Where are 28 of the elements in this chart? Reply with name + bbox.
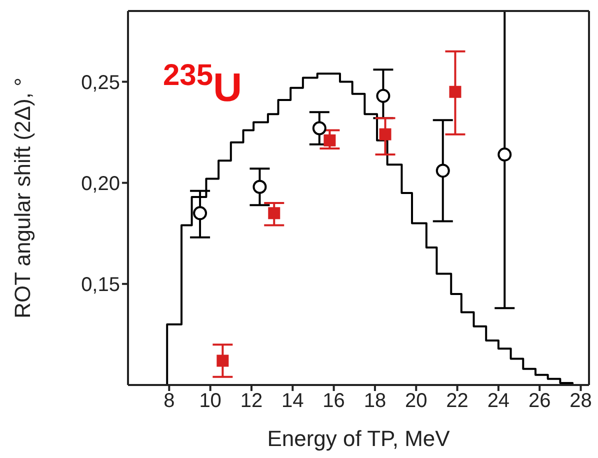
- x-tick-label: 18: [364, 390, 386, 412]
- x-tick-label: 10: [199, 390, 222, 412]
- point: [449, 86, 462, 98]
- y-axis-title: ROT angular shift (2Δ), °: [10, 78, 35, 318]
- annotation: $^{235}$U: [163, 58, 242, 110]
- x-tick-label: 14: [282, 390, 304, 412]
- y-tick-label: 0,15: [81, 274, 120, 296]
- point: [216, 354, 229, 367]
- x-tick-label: 26: [528, 390, 551, 412]
- point: [193, 206, 208, 220]
- x-tick-label: 20: [405, 390, 428, 412]
- point: [268, 207, 280, 220]
- x-tick-label: 24: [487, 390, 510, 412]
- x-tick-label: 8: [164, 390, 175, 412]
- x-tick-label: 12: [240, 390, 263, 412]
- point: [436, 164, 450, 178]
- point: [312, 121, 326, 136]
- x-tick-label: 22: [446, 390, 468, 412]
- y-tick-label: 0,20: [81, 172, 120, 195]
- point: [252, 180, 267, 194]
- point: [376, 88, 390, 103]
- point: [498, 148, 512, 162]
- x-tick-label: 16: [322, 390, 345, 412]
- x-axis-title: Energy of TP, MeV: [267, 426, 450, 451]
- point: [379, 128, 392, 140]
- y-tick-label: 0,25: [81, 72, 120, 94]
- x-tick-label: 28: [570, 390, 592, 412]
- point: [324, 134, 336, 146]
